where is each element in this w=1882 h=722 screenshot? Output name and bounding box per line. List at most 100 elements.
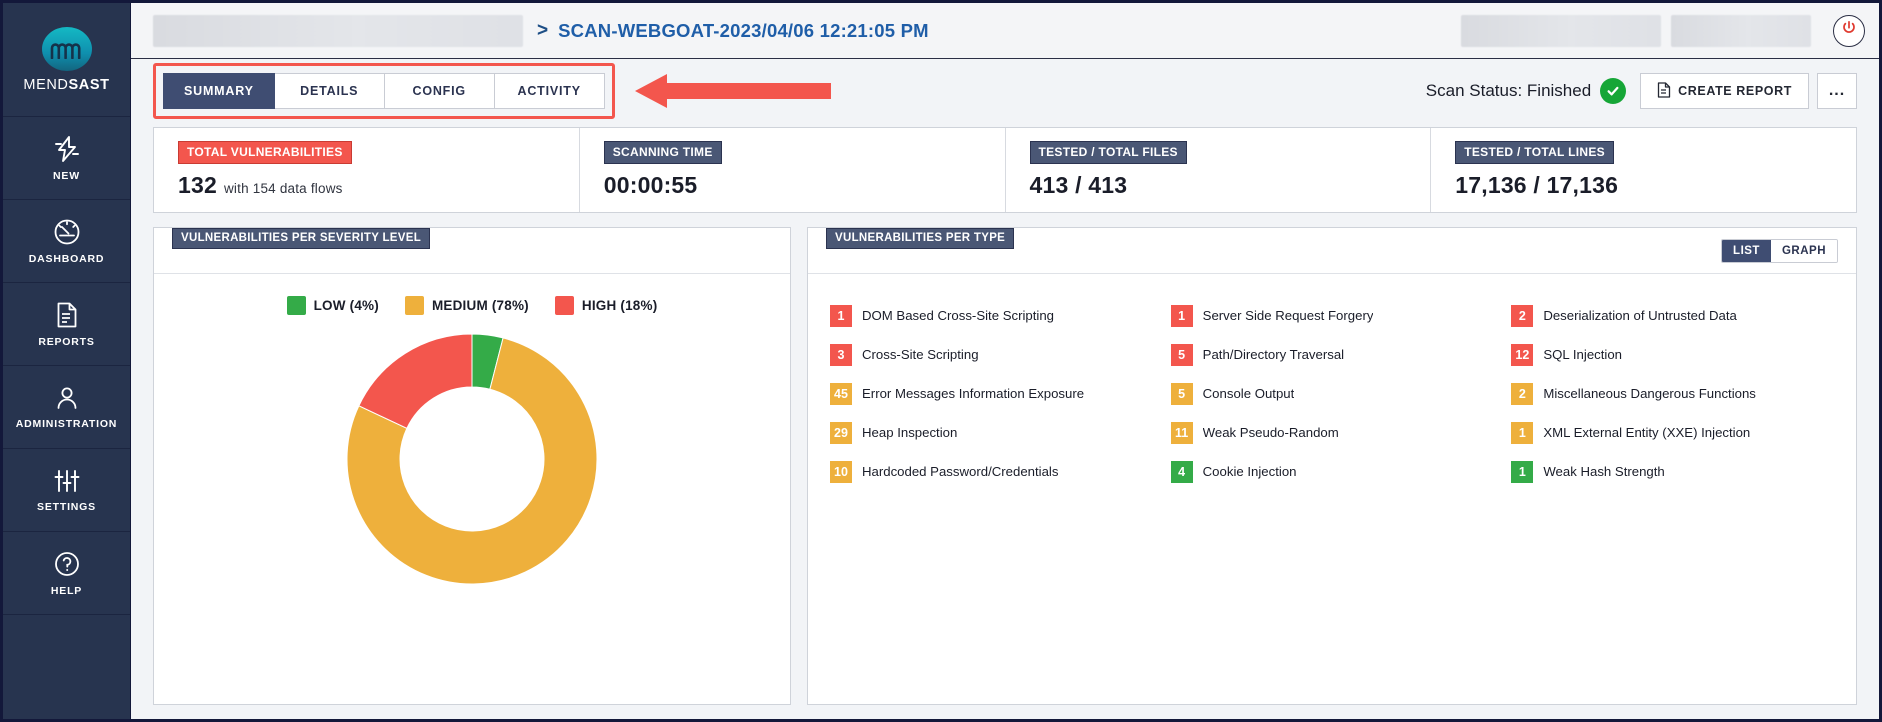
breadcrumb-redacted[interactable] [153,14,523,47]
stats-row: TOTAL VULNERABILITIES 132 with 154 data … [153,127,1857,213]
vulnerability-type-label: Miscellaneous Dangerous Functions [1543,386,1756,401]
create-report-label: CREATE REPORT [1678,84,1792,98]
vulnerability-type-label: Deserialization of Untrusted Data [1543,308,1737,323]
type-panel-title: VULNERABILITIES PER TYPE [826,228,1015,249]
gauge-icon [53,218,81,246]
sidebar-item-label: HELP [50,584,83,597]
stat-value-wrap: 17,136 / 17,136 [1455,172,1856,199]
donut-slice-medium[interactable] [346,337,598,585]
vulnerability-type-item[interactable]: 5 Path/Directory Traversal [1170,335,1498,374]
vulnerability-type-item[interactable]: 45 Error Messages Information Exposure [830,374,1157,413]
vulnerability-count-badge: 1 [1170,304,1193,327]
legend-label: MEDIUM (78%) [431,298,529,313]
vulnerability-type-label: Path/Directory Traversal [1202,347,1345,362]
tab-config[interactable]: CONFIG [384,73,495,109]
sidebar-item-label: NEW [53,169,80,182]
user-redacted[interactable] [1671,14,1811,47]
brand-name-bold: SAST [68,76,110,93]
more-actions-button[interactable]: ... [1817,73,1857,109]
vulnerability-type-label: Cross-Site Scripting [862,347,979,362]
sidebar-item-label: REPORTS [38,335,95,348]
create-report-button[interactable]: CREATE REPORT [1640,73,1809,109]
sidebar-item-new[interactable]: NEW [3,117,130,200]
vulnerability-count-badge: 11 [1170,421,1193,444]
stat-value-wrap: 132 with 154 data flows [178,172,579,199]
vulnerability-type-item[interactable]: 12 SQL Injection [1511,335,1838,374]
vulnerability-type-item[interactable]: 11 Weak Pseudo-Random [1170,413,1498,452]
vulnerability-count-badge: 2 [1511,304,1534,327]
more-actions-label: ... [1828,82,1846,99]
vulnerability-count-badge: 29 [830,421,852,444]
check-circle-icon [1600,78,1627,104]
vulnerability-type-label: Cookie Injection [1202,464,1297,479]
legend-label: LOW (4%) [313,298,379,313]
stat-value-wrap: 413 / 413 [1030,172,1431,199]
stat-scanning-time: SCANNING TIME 00:00:55 [580,128,1006,212]
stat-value: 17,136 / 17,136 [1455,172,1619,198]
annotation-arrow-icon [633,71,833,111]
vulnerability-count-badge: 1 [1511,421,1534,444]
vulnerability-type-item[interactable]: 1 XML External Entity (XXE) Injection [1511,413,1838,452]
vulnerability-count-badge: 12 [1511,343,1534,366]
sidebar-item-dashboard[interactable]: DASHBOARD [3,200,130,283]
tab-activity[interactable]: ACTIVITY [494,73,605,109]
view-toggle-graph[interactable]: GRAPH [1770,239,1837,262]
severity-chart-body: LOW (4%) MEDIUM (78%) HIGH (18%) [154,274,790,704]
tab-summary[interactable]: SUMMARY [163,73,275,109]
vulnerability-type-label: XML External Entity (XXE) Injection [1543,425,1751,440]
vulnerability-type-item[interactable]: 29 Heap Inspection [830,413,1157,452]
vulnerability-count-badge: 2 [1511,382,1534,405]
vulnerability-count-badge: 5 [1170,382,1193,405]
vulnerability-type-item[interactable]: 1 Weak Hash Strength [1511,452,1838,491]
stat-value: 00:00:55 [603,172,698,198]
type-panel-header: VULNERABILITIES PER TYPE LIST GRAPH [808,228,1856,274]
vulnerability-type-item[interactable]: 4 Cookie Injection [1170,452,1498,491]
account-redacted[interactable] [1461,14,1661,47]
sidebar-item-reports[interactable]: REPORTS [3,283,130,366]
stat-total-vulnerabilities: TOTAL VULNERABILITIES 132 with 154 data … [154,128,580,212]
tab-action-bar: SUMMARY DETAILS CONFIG ACTIVITY [131,59,1879,123]
sidebar-item-settings[interactable]: SETTINGS [3,449,130,532]
vulnerability-type-label: DOM Based Cross-Site Scripting [862,308,1055,323]
vulnerability-type-label: Console Output [1202,386,1295,401]
vulnerability-type-grid: 1 DOM Based Cross-Site Scripting 1 Server S… [808,274,1856,704]
vulnerability-type-item[interactable]: 10 Hardcoded Password/Credentials [830,452,1157,491]
stat-value: 132 [178,172,217,198]
brand-logo[interactable]: MENDSAST [3,3,130,117]
view-toggle-list[interactable]: LIST [1722,239,1771,262]
user-icon [54,385,80,411]
scan-status-label: Scan Status: Finished [1425,81,1592,100]
power-button[interactable] [1833,14,1865,47]
legend-item-low[interactable]: LOW (4%) [286,296,379,315]
vulnerability-type-item[interactable]: 3 Cross-Site Scripting [830,335,1157,374]
sidebar-item-help[interactable]: HELP [3,532,130,615]
vulnerability-type-item[interactable]: 1 Server Side Request Forgery [1170,296,1498,335]
vulnerability-type-label: Weak Hash Strength [1543,464,1665,479]
vulnerability-type-item[interactable]: 2 Miscellaneous Dangerous Functions [1511,374,1838,413]
stat-chip: TOTAL VULNERABILITIES [178,141,352,164]
donut-slice-high[interactable] [358,333,473,430]
power-icon [1841,20,1857,41]
stat-tested-total-lines: TESTED / TOTAL LINES 17,136 / 17,136 [1431,128,1856,212]
vulnerability-type-item[interactable]: 2 Deserialization of Untrusted Data [1511,296,1838,335]
legend-item-medium[interactable]: MEDIUM (78%) [404,296,529,315]
breadcrumb-separator: > [537,19,549,41]
donut-chart[interactable] [342,329,602,594]
tabs-highlight-box: SUMMARY DETAILS CONFIG ACTIVITY [153,63,615,119]
vulnerability-type-label: Hardcoded Password/Credentials [862,464,1059,479]
vulnerability-type-label: Server Side Request Forgery [1202,308,1374,323]
tab-details[interactable]: DETAILS [274,73,385,109]
sidebar-item-administration[interactable]: ADMINISTRATION [3,366,130,449]
scan-title[interactable]: SCAN-WEBGOAT-2023/04/06 12:21:05 PM [558,19,929,41]
vulnerability-type-item[interactable]: 1 DOM Based Cross-Site Scripting [830,296,1157,335]
sidebar-item-label: DASHBOARD [28,252,105,265]
legend-item-high[interactable]: HIGH (18%) [554,296,658,315]
bolt-icon [54,135,80,163]
scan-status: Scan Status: Finished [1425,78,1627,104]
stat-tested-total-files: TESTED / TOTAL FILES 413 / 413 [1006,128,1432,212]
vulnerability-type-item[interactable]: 5 Console Output [1170,374,1498,413]
vulnerability-type-label: Error Messages Information Exposure [862,386,1085,401]
brand-name: MENDSAST [23,77,109,93]
view-toggle: LIST GRAPH [1721,238,1838,263]
